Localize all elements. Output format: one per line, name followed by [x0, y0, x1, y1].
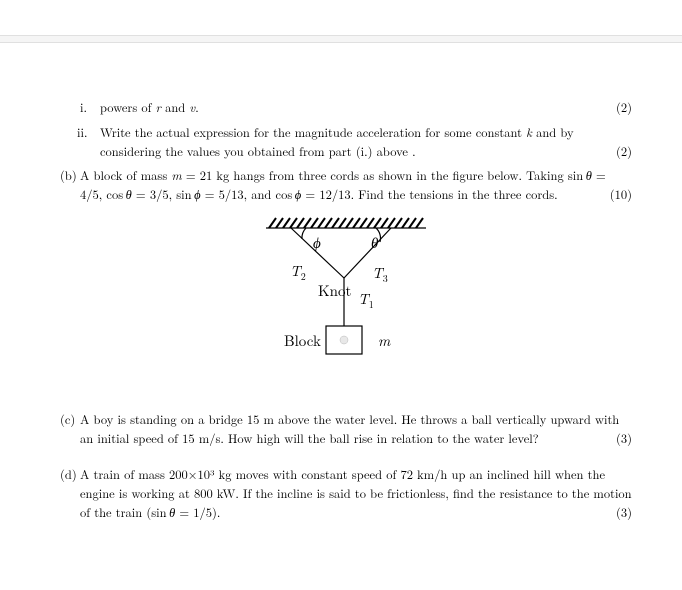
item-b-label: (b) [60, 166, 77, 185]
item-ii: ii. Write the actual expression for the … [60, 123, 632, 161]
label-phi: ϕ [313, 232, 321, 253]
item-i: i. (2) powers of r and v. [60, 98, 632, 117]
item-b-marks: (10) [610, 185, 632, 204]
item-ii-marks: (2) [616, 142, 632, 161]
ceiling-hatch [269, 218, 423, 228]
top-gap [0, 0, 682, 35]
item-c-marks: (3) [616, 429, 632, 448]
item-i-text: powers of r and v. [100, 98, 199, 116]
item-c: (c) A boy is standing on a bridge 15 m a… [60, 410, 632, 448]
page-divider [0, 35, 682, 43]
label-t3: T3 [372, 262, 388, 285]
item-i-marks: (2) [616, 98, 632, 117]
item-ii-text: Write the actual expression for the magn… [100, 123, 574, 160]
item-d-marks: (3) [616, 503, 632, 522]
figure-block-cords: ϕ θ T2 T3 T1 Knot Block m [60, 216, 632, 386]
item-c-text: A boy is standing on a bridge 15 m above… [80, 410, 619, 447]
item-b: (b) A block of mass m = 21 kg hangs from… [60, 166, 632, 204]
label-theta: θ [371, 232, 379, 253]
item-d-label: (d) [60, 465, 77, 484]
label-knot: Knot [318, 280, 351, 301]
item-ii-label: ii. [77, 123, 87, 142]
item-i-label: i. [80, 98, 87, 117]
label-t1: T1 [358, 288, 374, 311]
page-content: i. (2) powers of r and v. ii. Write the … [0, 43, 682, 568]
item-c-label: (c) [60, 410, 75, 429]
label-t2: T2 [290, 260, 306, 283]
label-block: Block [284, 330, 321, 351]
diagram-svg: ϕ θ T2 T3 T1 Knot Block m [236, 216, 456, 386]
label-m: m [378, 330, 391, 351]
item-b-text: A block of mass m = 21 kg hangs from thr… [80, 166, 606, 203]
item-d-text: A train of mass 200×10³ kg moves with co… [80, 465, 632, 521]
item-d: (d) A train of mass 200×10³ kg moves wit… [60, 465, 632, 521]
